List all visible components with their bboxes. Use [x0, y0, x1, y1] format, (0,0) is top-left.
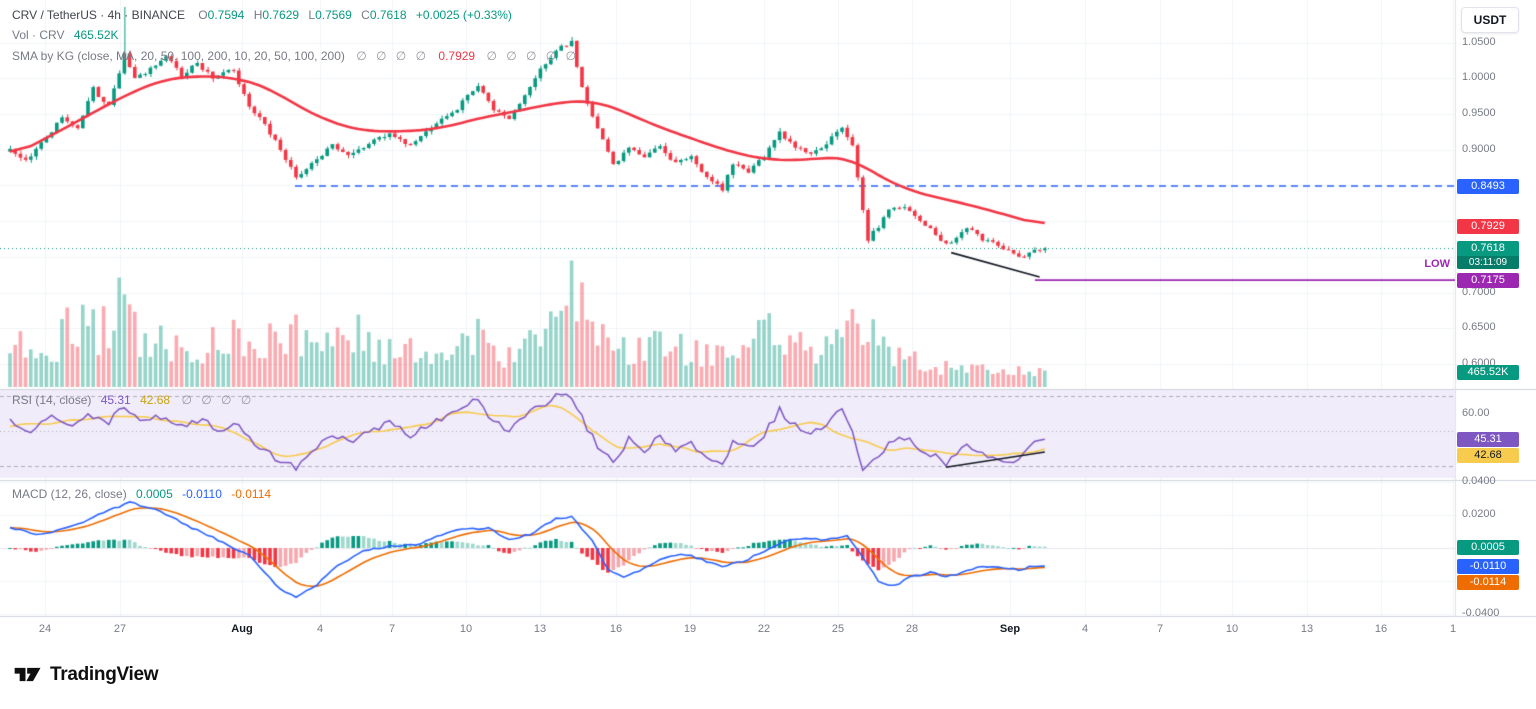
tradingview-mark-icon — [14, 667, 41, 682]
time-axis-label: 13 — [533, 623, 547, 635]
macd-axis-label: -0.0400 — [1462, 607, 1500, 619]
price-axis-label: 0.9500 — [1462, 107, 1496, 120]
price-axis-label: 1.0500 — [1462, 35, 1496, 48]
rsi-hidden-eye-icons[interactable]: ∅ ∅ ∅ ∅ — [181, 392, 255, 407]
volume-value: 465.52K — [73, 27, 119, 42]
macd-signal-value: -0.0114 — [231, 486, 272, 501]
countdown-timer: 03:11:09 — [1457, 256, 1519, 269]
rsi-legend-row: RSI (14, close) 45.31 42.68 ∅ ∅ ∅ ∅ — [12, 392, 254, 407]
open-label: O — [198, 7, 208, 22]
time-axis-label: 24 — [38, 623, 52, 635]
open-value: 0.7594 — [207, 7, 245, 22]
macd-axis-label: 0.0200 — [1462, 508, 1496, 520]
sma-hidden-eye-icons-left[interactable]: ∅ ∅ ∅ ∅ — [356, 48, 430, 63]
time-axis-label: 16 — [609, 623, 623, 635]
price-axis-label: 0.6500 — [1462, 321, 1496, 334]
price-axis-label: 0.7000 — [1462, 285, 1496, 298]
close-value: 0.7618 — [369, 7, 407, 22]
close-label: C — [361, 7, 370, 22]
rsi-badge: 45.31 — [1457, 431, 1519, 447]
time-axis-label: 7 — [388, 623, 396, 635]
rsi-label[interactable]: RSI (14, close) — [12, 392, 92, 407]
rsi-ma-value: 42.68 — [140, 392, 171, 407]
symbol-legend-row: CRV / TetherUS · 4h · BINANCE O0.7594 H0… — [12, 7, 512, 22]
rsi-axis-label: 60.00 — [1462, 406, 1490, 419]
high-label: H — [253, 7, 263, 22]
time-axis-label: 22 — [757, 623, 771, 635]
rsi-badge: 42.68 — [1457, 447, 1519, 463]
sma-legend-row: SMA by KG (close, MA, 20, 50, 100, 200, … — [12, 48, 579, 63]
time-axis-label: 10 — [1225, 623, 1239, 635]
time-axis-label: 19 — [683, 623, 697, 635]
volume-label[interactable]: Vol · CRV — [12, 27, 65, 42]
price-badge: 0.7618 03:11:09 — [1457, 241, 1519, 269]
time-axis-label: 10 — [459, 623, 473, 635]
time-axis-label: 4 — [1081, 623, 1089, 635]
time-axis-label: Sep — [999, 623, 1021, 635]
macd-badge: -0.0114 — [1457, 574, 1519, 590]
volume-legend-row: Vol · CRV 465.52K — [12, 27, 119, 42]
macd-line-value: -0.0110 — [182, 486, 222, 501]
price-badge: 0.7929 — [1457, 218, 1519, 234]
time-axis-label: 1 — [1449, 623, 1457, 635]
macd-axis-label: 0.0400 — [1462, 475, 1496, 487]
low-value: 0.7569 — [315, 7, 352, 22]
tradingview-logo[interactable]: TradingView — [13, 662, 159, 687]
time-axis-label: 16 — [1374, 623, 1388, 635]
price-badge: 0.8493 — [1457, 178, 1519, 194]
currency-toggle-button[interactable]: USDT — [1461, 7, 1519, 33]
low-label-ohlc: L — [308, 7, 316, 22]
price-axis-label: 1.0000 — [1462, 71, 1496, 84]
time-axis-label: 7 — [1156, 623, 1164, 635]
macd-hist-value: 0.0005 — [136, 486, 173, 501]
tradingview-wordmark: TradingView — [50, 663, 159, 685]
time-axis-label: 28 — [905, 623, 919, 635]
time-axis-label: Aug — [231, 623, 253, 635]
high-value: 0.7629 — [262, 7, 300, 22]
low-line-label: LOW — [1424, 258, 1450, 270]
time-axis-label: 25 — [831, 623, 845, 635]
macd-label[interactable]: MACD (12, 26, close) — [12, 486, 127, 501]
change-value: +0.0025 (+0.33%) — [415, 7, 512, 22]
time-axis-label: 13 — [1300, 623, 1314, 635]
time-axis-label: 4 — [316, 623, 324, 635]
price-badge: 0.7175 — [1457, 272, 1519, 288]
sma-hidden-eye-icons-right[interactable]: ∅ ∅ ∅ ∅ ∅ — [486, 48, 580, 63]
macd-badge: 0.0005 — [1457, 539, 1519, 555]
symbol-title[interactable]: CRV / TetherUS · 4h · BINANCE — [12, 7, 185, 22]
sma-label[interactable]: SMA by KG (close, MA, 20, 50, 100, 200, … — [12, 48, 345, 63]
macd-badge: -0.0110 — [1457, 558, 1519, 574]
sma-value: 0.7929 — [438, 48, 476, 63]
rsi-value: 45.31 — [100, 392, 131, 407]
macd-legend-row: MACD (12, 26, close) 0.0005 -0.0110 -0.0… — [12, 486, 271, 501]
volume-badge: 465.52K — [1457, 365, 1519, 380]
price-axis-label: 0.9000 — [1462, 142, 1496, 155]
time-axis-label: 27 — [113, 623, 127, 635]
